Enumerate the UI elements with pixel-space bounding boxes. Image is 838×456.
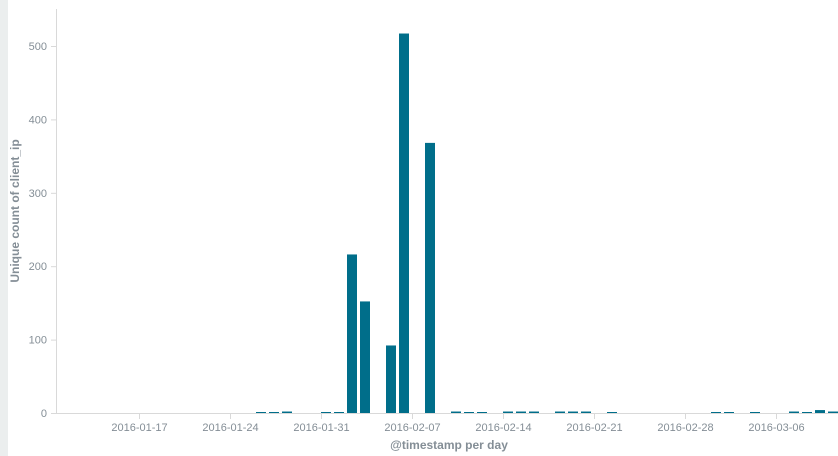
bar[interactable] <box>581 411 591 413</box>
bar[interactable] <box>464 412 474 413</box>
bar[interactable] <box>256 412 266 413</box>
bar[interactable] <box>815 410 825 413</box>
x-tick-label: 2016-03-06 <box>748 422 804 434</box>
bar[interactable] <box>802 412 812 413</box>
bar[interactable] <box>477 412 487 413</box>
y-tick-label: 400 <box>29 114 47 126</box>
x-tick-label: 2016-01-31 <box>293 422 349 434</box>
y-tick-label: 500 <box>29 41 47 53</box>
bar[interactable] <box>321 412 331 413</box>
bar[interactable] <box>503 411 513 413</box>
bar[interactable] <box>789 411 799 413</box>
bar[interactable] <box>555 411 565 413</box>
x-tick-label: 2016-02-14 <box>475 422 531 434</box>
bar[interactable] <box>282 411 292 413</box>
bar[interactable] <box>568 411 578 413</box>
x-tick-label: 2016-02-21 <box>566 422 622 434</box>
left-panel-edge <box>0 0 8 456</box>
y-tick-label: 300 <box>29 188 47 200</box>
bars <box>256 33 838 413</box>
bar[interactable] <box>711 412 721 413</box>
bar[interactable] <box>399 33 409 413</box>
x-tick-label: 2016-02-28 <box>657 422 713 434</box>
x-tick-label: 2016-01-17 <box>111 422 167 434</box>
bar[interactable] <box>386 345 396 413</box>
bar[interactable] <box>724 412 734 413</box>
bar[interactable] <box>334 412 344 413</box>
y-axis-label: Unique count of client_ip <box>8 139 22 282</box>
y-tick-label: 100 <box>29 335 47 347</box>
y-tick-label: 0 <box>41 408 47 420</box>
bar[interactable] <box>360 301 370 413</box>
x-tick-label: 2016-01-24 <box>202 422 258 434</box>
bar[interactable] <box>607 412 617 413</box>
bar[interactable] <box>347 254 357 413</box>
bar[interactable] <box>269 412 279 413</box>
bar[interactable] <box>425 142 435 413</box>
bar[interactable] <box>516 411 526 413</box>
y-tick-label: 200 <box>29 261 47 273</box>
bar[interactable] <box>750 412 760 413</box>
bar[interactable] <box>529 411 539 413</box>
bar[interactable] <box>451 411 461 413</box>
x-axis-label: @timestamp per day <box>390 438 508 452</box>
x-tick-label: 2016-02-07 <box>384 422 440 434</box>
bar[interactable] <box>828 411 838 413</box>
